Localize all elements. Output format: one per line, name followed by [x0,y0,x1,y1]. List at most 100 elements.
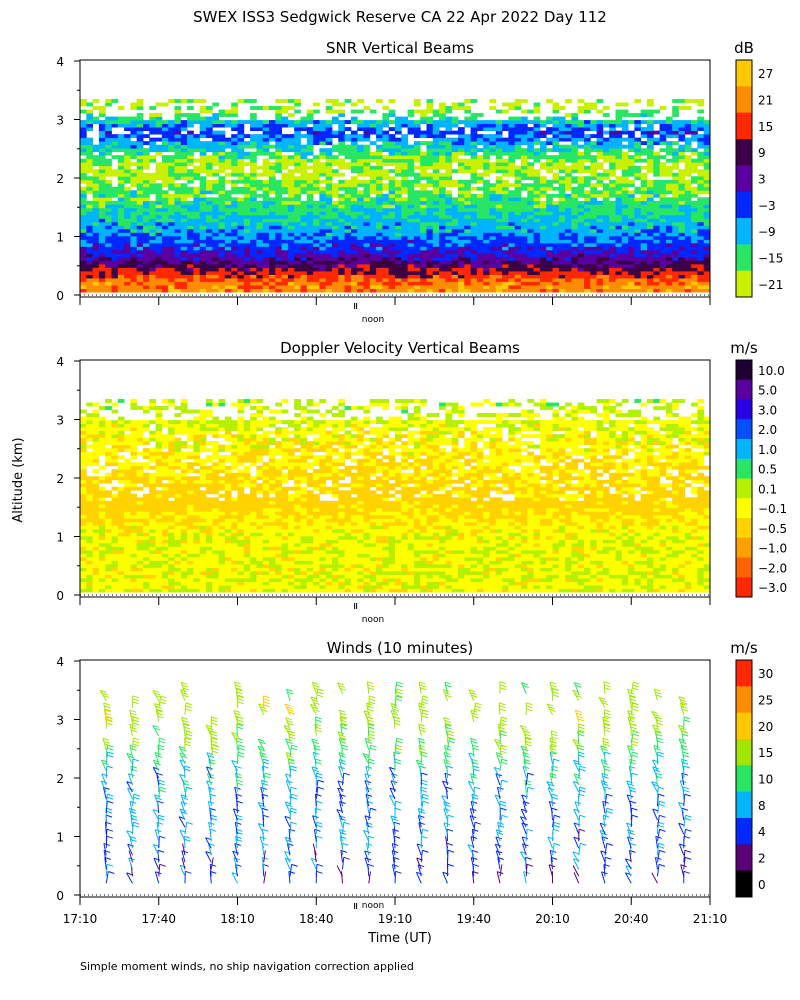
snr-cell [231,148,238,153]
snr-cell [294,197,301,202]
snr-cell [439,109,446,114]
snr-cell [212,256,219,261]
snr-cell [218,158,226,163]
snr-cell [395,232,402,237]
snr-cell [552,186,560,191]
doppler-panel-title: Doppler Velocity Vertical Beams [280,339,520,357]
snr-cell [395,207,402,212]
snr-cell [615,197,623,202]
snr-cell [86,288,93,293]
snr-cell [130,155,138,160]
snr-cell [206,162,213,167]
doppler-cell [92,490,100,495]
snr-cell [483,151,490,156]
snr-cell [659,278,667,282]
snr-cell [640,271,648,275]
snr-cell [111,288,119,293]
snr-cell [659,249,667,254]
snr-cell [98,197,106,202]
snr-cell [628,144,635,149]
snr-cell [539,165,547,170]
snr-cell [294,148,301,153]
snr-cell [269,127,276,132]
snr-cell [395,162,402,167]
snr-cell [615,120,623,124]
snr-cell [432,246,440,251]
snr-cell [319,137,327,142]
snr-cell [640,197,648,202]
snr-cell [262,242,270,247]
snr-cell [363,130,371,135]
snr-cell [149,207,156,212]
snr-cell [98,200,106,205]
snr-cell [350,218,358,223]
snr-cell [262,172,270,177]
snr-cell [470,120,478,124]
snr-cell [476,235,484,240]
snr-cell [665,249,673,254]
snr-cell [584,204,591,209]
snr-cell [281,207,289,212]
snr-cell [174,253,182,258]
snr-cell [388,281,396,286]
snr-cell [420,288,427,293]
snr-cell [180,214,188,219]
snr-cell [218,242,226,247]
snr-cell [615,148,623,153]
snr-cell [180,144,188,149]
snr-cell [306,285,314,289]
doppler-cell [80,528,87,533]
snr-cell [489,123,497,128]
snr-cell [338,274,345,279]
snr-cell [432,232,440,237]
snr-cell [199,169,207,174]
snr-cell [691,151,698,156]
snr-cell [584,267,591,272]
snr-cell [350,148,358,153]
snr-cell [130,127,138,132]
snr-cell [483,123,490,128]
snr-cell [476,221,484,226]
snr-cell [590,235,597,240]
snr-cell [439,197,446,202]
snr-cell [584,278,591,282]
snr-cell [124,193,131,198]
snr-cell [218,264,226,268]
snr-cell [187,134,194,139]
snr-cell [363,162,371,167]
snr-cell [659,193,667,198]
snr-cell [558,123,566,128]
snr-cell [672,211,679,216]
snr-cell [458,246,465,251]
snr-cell [401,228,408,233]
snr-cell [143,235,150,240]
snr-cell [161,172,169,177]
snr-cell [678,221,686,226]
snr-cell [80,256,87,261]
snr-cell [439,130,446,135]
snr-cell [300,228,308,233]
snr-cell [527,228,534,233]
snr-cell [527,207,534,212]
snr-cell [489,228,497,233]
snr-cell [590,214,597,219]
snr-cell [539,155,547,160]
snr-cell [426,116,434,121]
snr-cell [584,179,591,184]
snr-cell [363,235,371,240]
snr-cell [180,285,188,289]
snr-cell [476,155,484,160]
snr-cell [602,267,610,272]
snr-cell [621,228,629,233]
snr-cell [445,193,453,198]
snr-cell [136,123,144,128]
snr-cell [86,278,93,282]
snr-cell [350,239,358,244]
snr-cell [407,130,415,135]
snr-cell [136,207,144,212]
snr-cell [395,116,402,121]
snr-cell [92,200,100,205]
snr-cell [105,256,112,261]
snr-cell [136,264,144,268]
snr-cell [231,113,238,117]
